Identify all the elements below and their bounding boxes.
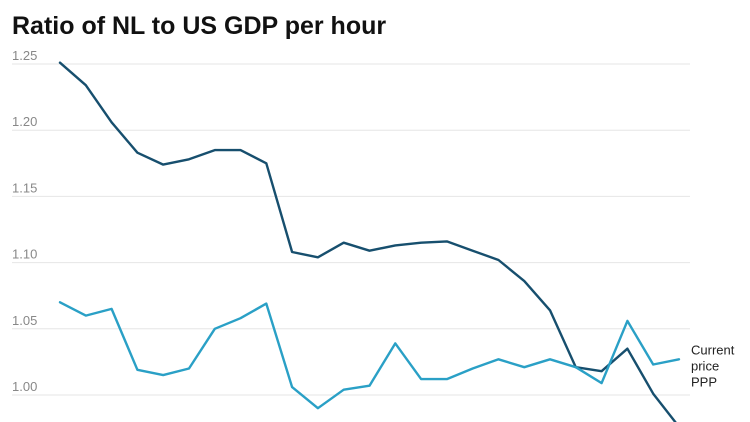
- y-tick-label: 1.25: [12, 48, 37, 63]
- series-lines: [58, 61, 681, 422]
- y-tick-label: 1.05: [12, 313, 37, 328]
- y-axis-tick-labels: 1.25 1.20 1.15 1.10 1.05 1.00: [12, 48, 37, 394]
- series-label-1: Current price PPP: [691, 342, 735, 389]
- y-tick-label: 1.00: [12, 379, 37, 394]
- series-label-0: Chain: [691, 421, 725, 422]
- series-line-0: [58, 61, 677, 422]
- gridlines: [12, 63, 690, 396]
- y-tick-label: 1.10: [12, 247, 37, 262]
- y-tick-label: 1.20: [12, 114, 37, 129]
- y-tick-label: 1.15: [12, 180, 37, 195]
- series-line-1: [58, 301, 681, 410]
- chart-title: Ratio of NL to US GDP per hour: [12, 12, 387, 40]
